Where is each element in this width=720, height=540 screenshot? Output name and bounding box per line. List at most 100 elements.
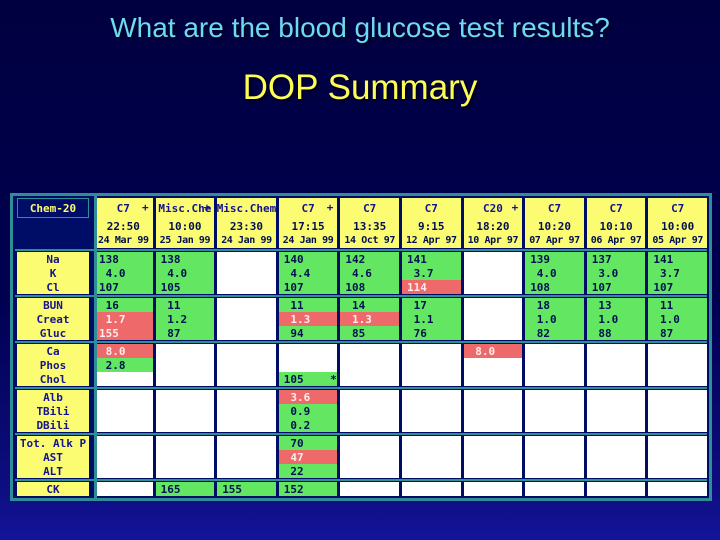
result-cell-empty[interactable] bbox=[463, 280, 523, 294]
result-cell-empty[interactable] bbox=[340, 372, 399, 386]
result-cell-empty[interactable] bbox=[217, 298, 276, 312]
result-cell-empty[interactable] bbox=[463, 298, 523, 312]
result-cell[interactable]: 18 bbox=[525, 298, 584, 312]
result-cell-empty[interactable] bbox=[463, 450, 523, 464]
result-cell-empty[interactable] bbox=[155, 418, 215, 432]
result-cell-empty[interactable] bbox=[401, 482, 461, 496]
result-cell-empty[interactable] bbox=[463, 312, 523, 326]
result-cell[interactable]: 0.9 bbox=[278, 404, 338, 418]
result-cell[interactable]: 17 bbox=[401, 298, 461, 312]
result-cell-empty[interactable] bbox=[401, 390, 461, 404]
row-label[interactable]: Creat bbox=[17, 312, 89, 326]
result-cell-empty[interactable] bbox=[401, 344, 461, 358]
result-cell-empty[interactable] bbox=[648, 418, 707, 432]
result-cell-empty[interactable] bbox=[586, 404, 646, 418]
result-cell-empty[interactable] bbox=[525, 372, 584, 386]
result-cell-empty[interactable] bbox=[401, 464, 461, 478]
result-cell[interactable]: 1.2 bbox=[155, 312, 215, 326]
result-cell-empty[interactable] bbox=[155, 372, 215, 386]
result-cell-empty[interactable] bbox=[155, 436, 215, 450]
result-cell-empty[interactable] bbox=[586, 436, 646, 450]
result-cell[interactable]: 14 bbox=[340, 298, 399, 312]
result-cell[interactable]: 13 bbox=[586, 298, 646, 312]
result-cell-empty[interactable] bbox=[401, 404, 461, 418]
result-cell-empty[interactable] bbox=[217, 266, 276, 280]
result-cell-empty[interactable] bbox=[94, 372, 153, 386]
result-cell-empty[interactable] bbox=[155, 450, 215, 464]
result-cell[interactable]: 140 bbox=[278, 252, 338, 266]
result-cell-empty[interactable] bbox=[648, 464, 707, 478]
panel-type-header[interactable]: C20 + bbox=[463, 198, 523, 218]
result-cell-empty[interactable] bbox=[525, 344, 584, 358]
result-cell-empty[interactable] bbox=[586, 372, 646, 386]
result-cell-abnormal[interactable]: 3.6 bbox=[278, 390, 338, 404]
row-label[interactable]: Na bbox=[17, 252, 89, 266]
result-cell[interactable]: 107 bbox=[278, 280, 338, 294]
result-cell-empty[interactable] bbox=[463, 358, 523, 372]
result-cell-empty[interactable] bbox=[586, 358, 646, 372]
result-cell-empty[interactable] bbox=[94, 450, 153, 464]
result-cell-empty[interactable] bbox=[155, 344, 215, 358]
result-cell[interactable]: 70 bbox=[278, 436, 338, 450]
result-cell-empty[interactable] bbox=[217, 464, 276, 478]
row-label[interactable]: CK bbox=[17, 482, 89, 496]
result-cell-empty[interactable] bbox=[401, 436, 461, 450]
result-cell[interactable]: 155 bbox=[217, 482, 276, 496]
result-cell-empty[interactable] bbox=[463, 252, 523, 266]
result-cell[interactable]: 139 bbox=[525, 252, 584, 266]
result-cell[interactable]: 107 bbox=[586, 280, 646, 294]
panel-type-header[interactable]: Misc.Che + bbox=[155, 198, 215, 218]
result-cell[interactable]: 4.0 bbox=[94, 266, 153, 280]
result-cell-empty[interactable] bbox=[586, 390, 646, 404]
result-cell-empty[interactable] bbox=[155, 404, 215, 418]
result-cell-empty[interactable] bbox=[586, 450, 646, 464]
result-cell-abnormal[interactable]: 8.0 bbox=[463, 344, 523, 358]
row-label[interactable]: BUN bbox=[17, 298, 89, 312]
panel-type-header[interactable]: C7 bbox=[586, 198, 646, 218]
result-cell[interactable]: 1.1 bbox=[401, 312, 461, 326]
result-cell[interactable]: 107 bbox=[648, 280, 707, 294]
collection-datetime-cell[interactable]: 17:15 24 Jan 99 bbox=[278, 218, 338, 248]
row-label[interactable]: TBili bbox=[17, 404, 89, 418]
result-cell-empty[interactable] bbox=[586, 418, 646, 432]
result-cell-empty[interactable] bbox=[217, 450, 276, 464]
result-cell-empty[interactable] bbox=[586, 482, 646, 496]
result-cell-empty[interactable] bbox=[401, 372, 461, 386]
result-cell-empty[interactable] bbox=[340, 436, 399, 450]
result-cell-abnormal[interactable]: 155 bbox=[94, 326, 153, 340]
result-cell-empty[interactable] bbox=[401, 450, 461, 464]
result-cell[interactable]: 16 bbox=[94, 298, 153, 312]
result-cell-empty[interactable] bbox=[463, 418, 523, 432]
result-cell-empty[interactable] bbox=[525, 358, 584, 372]
result-cell-empty[interactable] bbox=[340, 344, 399, 358]
result-cell-empty[interactable] bbox=[94, 404, 153, 418]
result-cell[interactable]: 4.0 bbox=[155, 266, 215, 280]
result-cell-empty[interactable] bbox=[217, 358, 276, 372]
result-cell-empty[interactable] bbox=[340, 418, 399, 432]
result-cell-empty[interactable] bbox=[463, 326, 523, 340]
result-cell-empty[interactable] bbox=[648, 450, 707, 464]
result-cell-empty[interactable] bbox=[463, 436, 523, 450]
result-cell-empty[interactable] bbox=[278, 344, 338, 358]
collection-datetime-cell[interactable]: 13:35 14 Oct 97 bbox=[340, 218, 399, 248]
result-cell-empty[interactable] bbox=[278, 358, 338, 372]
result-cell-empty[interactable] bbox=[217, 252, 276, 266]
result-cell-abnormal[interactable]: 1.3 bbox=[278, 312, 338, 326]
collection-datetime-cell[interactable]: 23:30 24 Jan 99 bbox=[217, 218, 276, 248]
result-cell-abnormal[interactable]: 47 bbox=[278, 450, 338, 464]
result-cell[interactable]: 11 bbox=[278, 298, 338, 312]
result-cell-empty[interactable] bbox=[586, 344, 646, 358]
result-cell[interactable]: 107 bbox=[94, 280, 153, 294]
result-cell-empty[interactable] bbox=[155, 464, 215, 478]
result-cell-empty[interactable] bbox=[525, 464, 584, 478]
collection-datetime-cell[interactable]: 9:15 12 Apr 97 bbox=[401, 218, 461, 248]
result-cell-empty[interactable] bbox=[94, 436, 153, 450]
row-label[interactable]: Phos bbox=[17, 358, 89, 372]
result-cell-empty[interactable] bbox=[217, 372, 276, 386]
result-cell[interactable]: 165 bbox=[155, 482, 215, 496]
row-label[interactable]: Tot. Alk P bbox=[17, 436, 89, 450]
result-cell-empty[interactable] bbox=[217, 280, 276, 294]
row-label[interactable]: K bbox=[17, 266, 89, 280]
panel-type-header[interactable]: C7 bbox=[525, 198, 584, 218]
result-cell-empty[interactable] bbox=[648, 482, 707, 496]
